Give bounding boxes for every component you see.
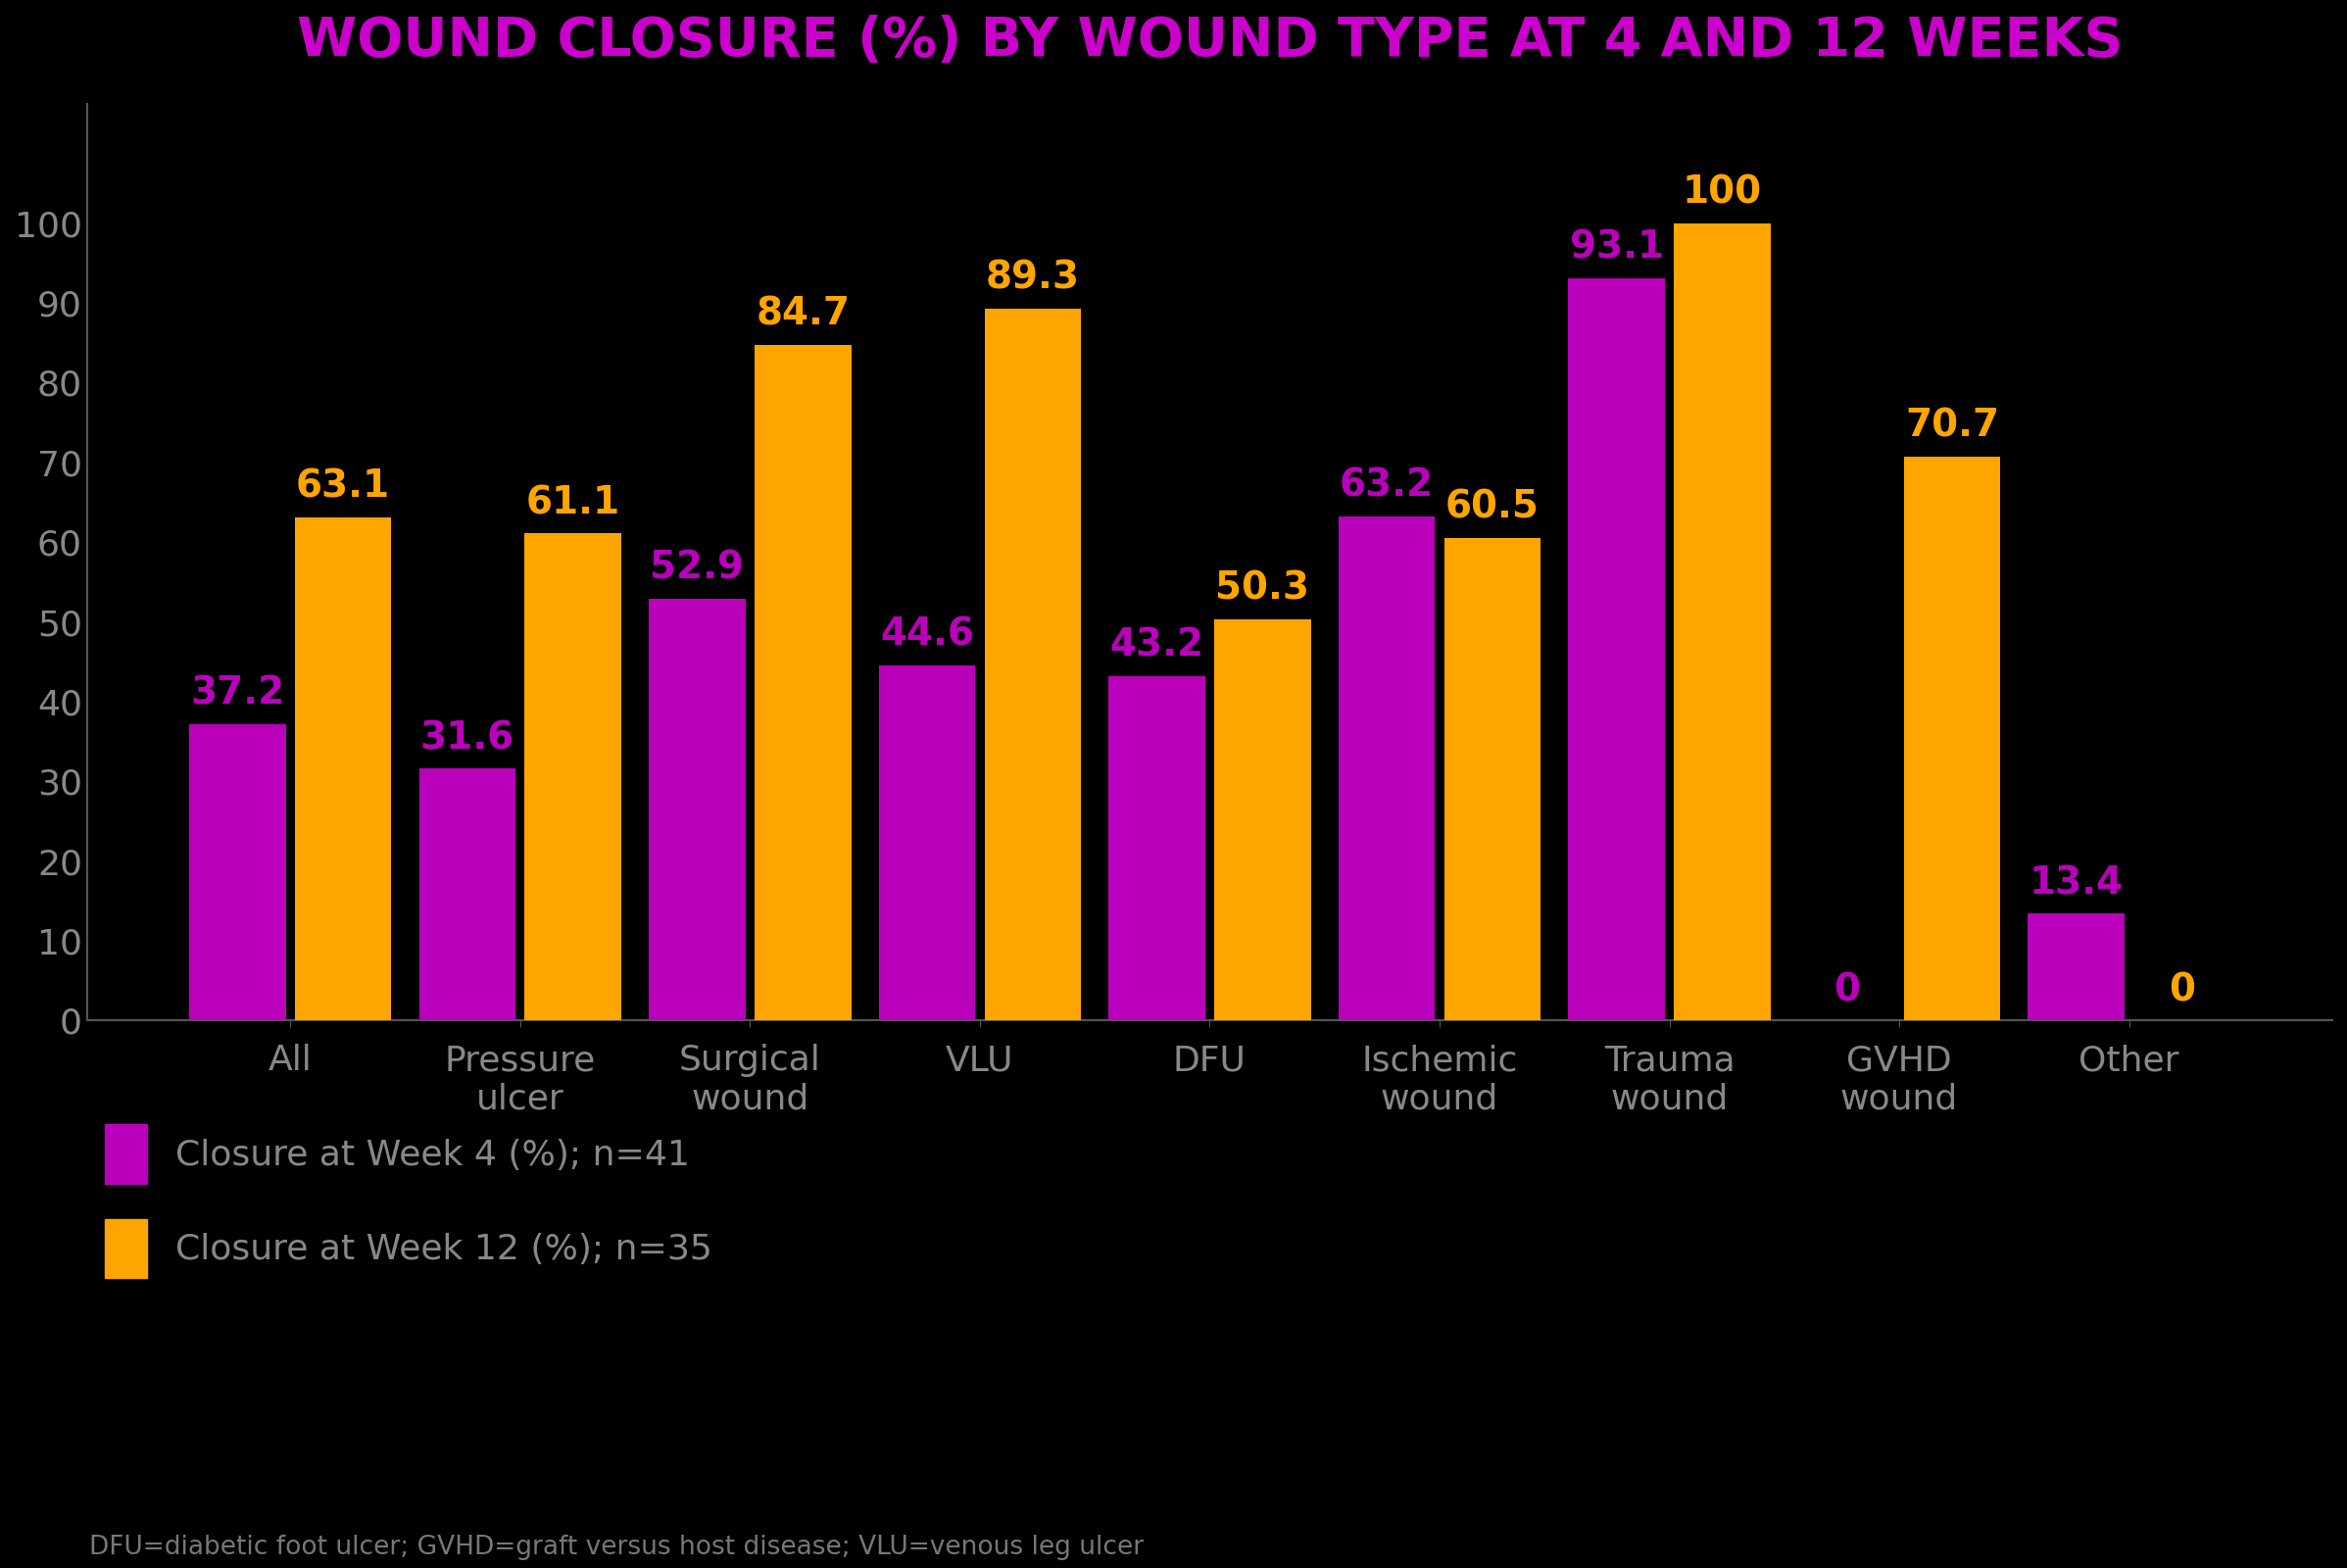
Text: 0: 0 xyxy=(2169,972,2194,1008)
Bar xyxy=(878,665,976,1021)
Bar xyxy=(1338,516,1434,1021)
Text: 70.7: 70.7 xyxy=(1906,408,2000,445)
Bar xyxy=(1568,278,1664,1021)
Legend: Closure at Week 4 (%); n=41, Closure at Week 12 (%); n=35: Closure at Week 4 (%); n=41, Closure at … xyxy=(106,1124,713,1278)
Bar xyxy=(420,768,516,1021)
Bar xyxy=(296,517,392,1021)
Text: DFU=diabetic foot ulcer; GVHD=graft versus host disease; VLU=venous leg ulcer: DFU=diabetic foot ulcer; GVHD=graft vers… xyxy=(89,1535,1143,1560)
Bar xyxy=(1108,676,1204,1021)
Bar xyxy=(190,724,286,1021)
Text: 89.3: 89.3 xyxy=(986,259,1080,296)
Text: 0: 0 xyxy=(1833,972,1859,1008)
Text: 93.1: 93.1 xyxy=(1570,229,1664,267)
Bar xyxy=(1213,619,1312,1021)
Bar xyxy=(526,533,622,1021)
Text: 63.1: 63.1 xyxy=(296,469,390,505)
Text: 31.6: 31.6 xyxy=(420,720,514,757)
Text: 37.2: 37.2 xyxy=(190,674,284,712)
Bar xyxy=(2028,914,2124,1021)
Text: 63.2: 63.2 xyxy=(1340,467,1434,505)
Text: 60.5: 60.5 xyxy=(1446,489,1540,527)
Text: 13.4: 13.4 xyxy=(2030,864,2124,902)
Text: 52.9: 52.9 xyxy=(650,549,744,586)
Text: 43.2: 43.2 xyxy=(1110,627,1204,665)
Text: 50.3: 50.3 xyxy=(1216,571,1310,607)
Title: WOUND CLOSURE (%) BY WOUND TYPE AT 4 AND 12 WEEKS: WOUND CLOSURE (%) BY WOUND TYPE AT 4 AND… xyxy=(296,14,2122,67)
Bar xyxy=(648,599,746,1021)
Bar xyxy=(1443,538,1540,1021)
Bar xyxy=(756,345,852,1021)
Text: 44.6: 44.6 xyxy=(880,616,974,652)
Bar xyxy=(1673,223,1770,1021)
Text: 84.7: 84.7 xyxy=(756,296,850,332)
Bar xyxy=(983,309,1082,1021)
Text: 100: 100 xyxy=(1683,174,1763,212)
Text: 61.1: 61.1 xyxy=(526,485,620,522)
Bar xyxy=(1903,456,2000,1021)
